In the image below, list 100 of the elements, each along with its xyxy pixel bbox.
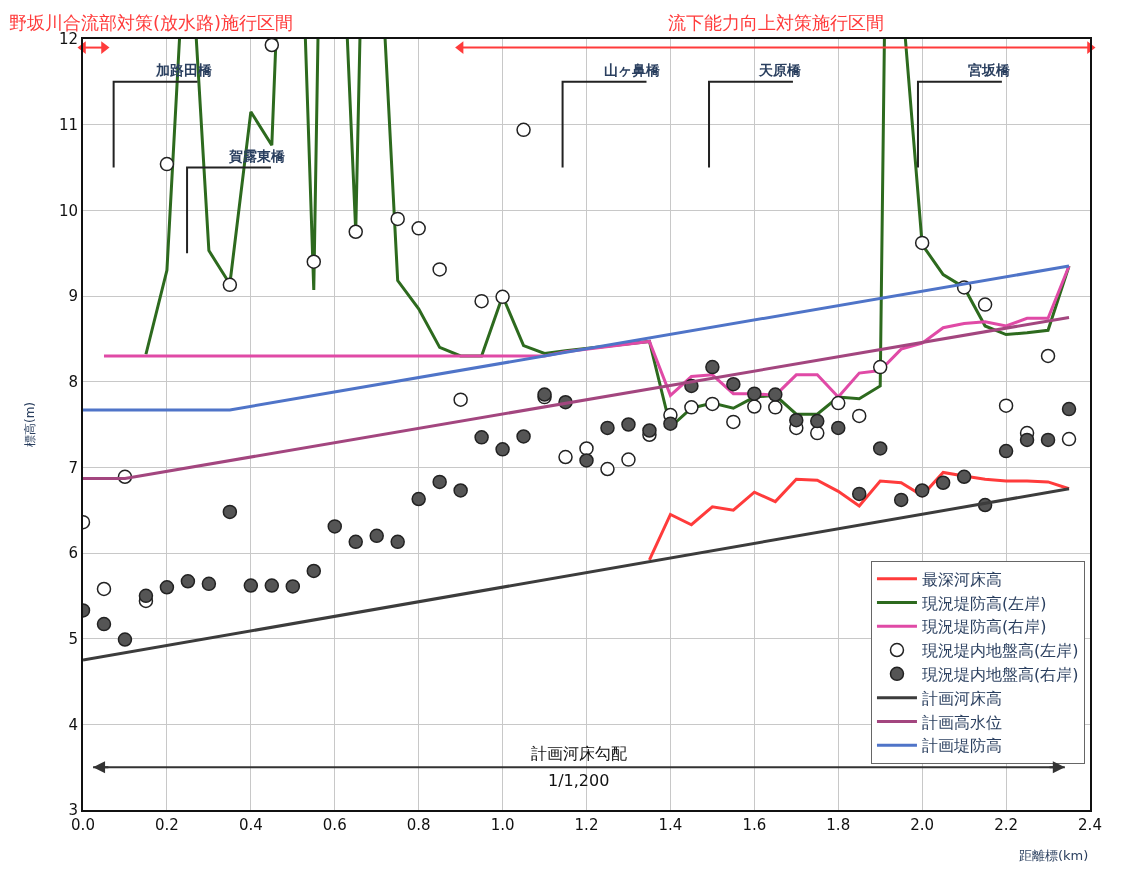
point [872,359,888,375]
point [516,429,531,444]
point [96,616,112,632]
point [935,475,951,490]
point [558,449,573,465]
y-tick-label: 4 [68,715,78,734]
point [348,224,363,239]
y-tick-label: 5 [68,629,78,648]
point [159,580,175,595]
y-tick-label: 11 [58,115,78,134]
point [600,461,615,477]
point [579,453,594,468]
point [495,289,510,305]
point [747,386,762,401]
point [285,579,301,594]
point [96,581,112,597]
legend-label: 最深河床高 [921,569,1002,589]
x-tick-label: 1.6 [742,816,767,834]
point [222,504,238,520]
x-tick-label: 1.2 [574,816,599,834]
x-tick-label: 0.2 [154,816,179,834]
point [1040,348,1056,364]
point [348,534,363,550]
point [222,277,238,293]
annotation: 山ヶ鼻橋 [604,62,661,78]
point [264,39,280,53]
point [1061,401,1077,417]
point [977,297,993,312]
point [851,486,867,502]
point [998,443,1014,459]
point [914,235,930,251]
point [726,414,741,430]
point [264,578,280,593]
point [579,441,594,456]
point [1061,431,1077,447]
annotation: 宮坂橋 [968,62,1011,78]
point [1019,432,1035,448]
x-tick-label: 1.4 [658,816,683,834]
point [810,425,825,441]
point [893,492,909,508]
point [180,574,196,589]
point [453,483,468,498]
x-axis-title: 距離標(km) [1019,848,1089,863]
x-tick-label: 2.2 [994,816,1019,834]
point [851,408,867,424]
y-tick-label: 9 [68,287,78,306]
point [327,519,342,534]
point [726,376,741,392]
y-tick-label: 8 [68,372,78,391]
point [411,491,426,507]
x-tick-label: 0.6 [322,816,347,834]
point [390,211,405,227]
point [600,420,615,436]
x-tick-label: 1.8 [826,816,851,834]
point [768,400,783,415]
point [705,359,720,375]
y-tick-label: 7 [68,458,78,477]
point [1040,432,1056,448]
x-tick-label: 2.4 [1078,816,1102,834]
point [516,122,531,138]
point [159,156,175,172]
point [956,469,972,484]
point [411,221,426,236]
text: 野坂川合流部対策(放水路)施行区間 [9,12,294,33]
point [474,293,489,309]
y-tick-label: 10 [58,201,78,220]
point [621,452,636,467]
point [872,441,888,456]
point [138,588,154,604]
x-tick-label: 2.0 [910,816,935,834]
legend-label: 現況堤防高(左岸) [921,593,1047,613]
point [453,392,468,407]
ref-line-label: 計画河床勾配 1/1,200 [531,744,627,790]
point [747,399,762,414]
point [810,413,825,429]
point [117,632,133,647]
point [474,430,489,445]
x-tick-label: 0.4 [238,816,263,834]
point [369,528,384,544]
y-tick-label: 6 [68,544,78,563]
legend-label: 現況堤内地盤高(右岸) [921,665,1079,685]
point [432,262,447,277]
point [306,563,322,579]
point [831,420,846,436]
point [789,412,804,428]
x-tick-label: 1.0 [490,816,515,834]
point [831,395,846,411]
point [495,442,510,457]
point [642,423,657,438]
legend-label: 計画河床高 [921,688,1002,708]
legend-label: 計画堤防高 [921,736,1002,756]
legend-label: 現況堤防高(右岸) [921,617,1047,637]
point [243,578,259,593]
point [914,483,930,498]
point [705,396,720,412]
point [432,474,447,490]
x-tick-label: 0.0 [71,816,95,834]
point [998,398,1014,413]
point [390,534,405,550]
annotation: 天原橋 [758,62,802,78]
